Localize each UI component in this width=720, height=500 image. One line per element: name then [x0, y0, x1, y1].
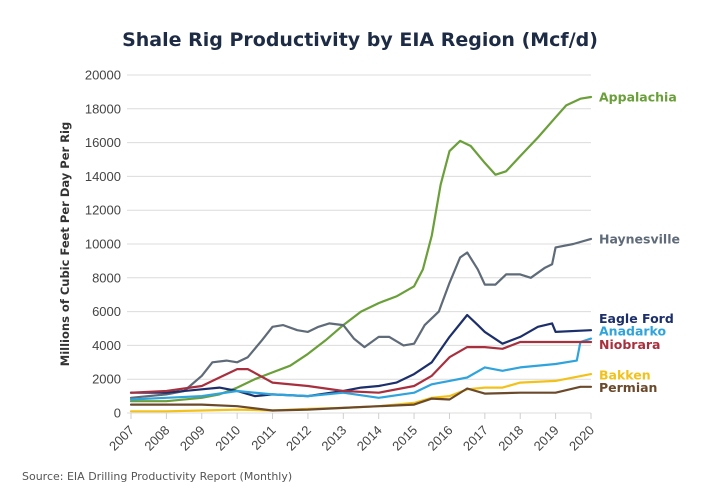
x-tick-label: 2007: [106, 423, 137, 454]
y-tick-label: 14000: [85, 169, 121, 184]
source-note: Source: EIA Drilling Productivity Report…: [22, 470, 293, 483]
gridlines: [127, 74, 591, 414]
x-tick-label: 2015: [389, 423, 420, 454]
series-labels: Appalachia Haynesville Eagle FordAnadarkoN…: [599, 89, 680, 395]
series-label-bakken: Bakken: [599, 367, 651, 382]
chart-title: Shale Rig Productivity by EIA Region (Mc…: [122, 29, 598, 51]
y-axis-label: Millions of Cubic Feet Per Day Per Rig: [58, 122, 72, 366]
series-label-niobrara: Niobrara: [599, 337, 660, 352]
x-tick-label: 2014: [354, 423, 385, 454]
x-tick-label: 2009: [177, 423, 208, 454]
series-label-permian: Permian: [599, 380, 657, 395]
x-tick-label: 2011: [248, 423, 278, 453]
x-tick-label: 2019: [531, 423, 562, 454]
y-tick-label: 6000: [92, 304, 121, 319]
y-tick-label: 8000: [92, 270, 121, 285]
series-line-haynesville: [129, 237, 593, 399]
x-tick-labels: 2007 2008 2009 2010 2011 2012 2013 2014 2015 2016…: [106, 413, 597, 454]
x-tick-label: 2016: [425, 423, 456, 454]
series-lines: [129, 95, 593, 413]
series-label-anadarko: Anadarko: [599, 324, 667, 339]
y-tick-label: 2000: [92, 372, 121, 387]
y-tick-label: 18000: [85, 101, 121, 116]
x-tick-label: 2010: [212, 423, 243, 454]
x-tick-label: 2020: [566, 423, 597, 454]
series-line-niobrara: [129, 340, 593, 394]
series-line-eagle-ford: [129, 313, 593, 398]
series-line-appalachia: [129, 95, 593, 403]
x-tick-label: 2012: [283, 423, 314, 454]
y-tick-labels: 0 2000 4000 6000 8000 10000 12000 14000 16000 180…: [85, 68, 121, 421]
x-tick-label: 2008: [141, 423, 172, 454]
series-label-haynesville: Haynesville: [599, 231, 680, 246]
x-tick-label: 2018: [495, 423, 526, 454]
series-label-appalachia: Appalachia: [599, 89, 677, 104]
y-tick-label: 12000: [85, 203, 121, 218]
series-line-bakken: [129, 373, 593, 413]
series-line-permian: [129, 385, 593, 412]
series-line-anadarko: [129, 337, 593, 401]
y-tick-label: 20000: [85, 68, 121, 83]
y-tick-label: 0: [114, 406, 121, 421]
x-tick-label: 2013: [318, 423, 349, 454]
x-tick-label: 2017: [460, 423, 491, 454]
y-tick-label: 10000: [85, 237, 121, 252]
y-tick-label: 16000: [85, 135, 121, 150]
series-label-eagle-ford: Eagle Ford: [599, 311, 674, 326]
y-tick-label: 4000: [92, 338, 121, 353]
